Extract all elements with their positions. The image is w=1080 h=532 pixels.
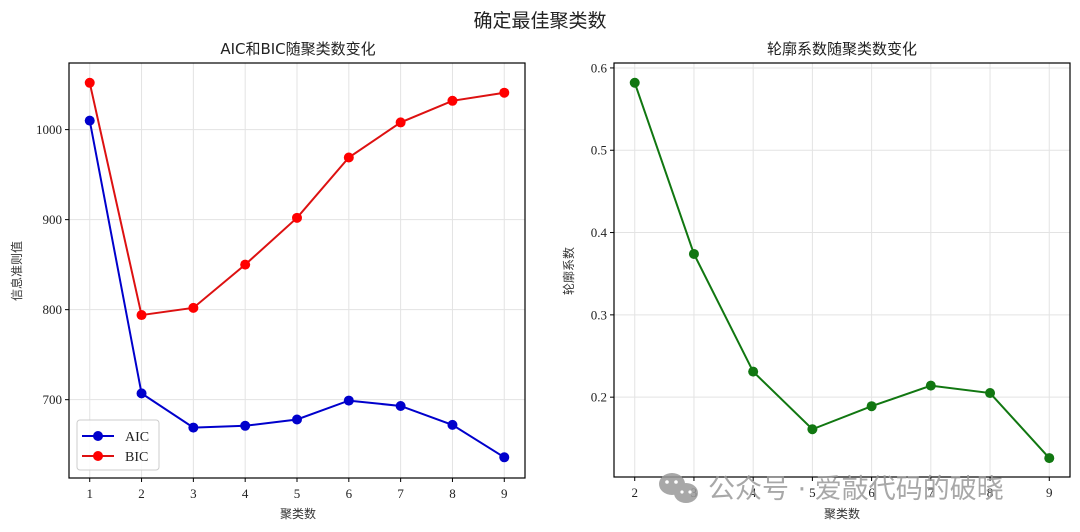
legend: AIC BIC: [76, 419, 160, 471]
x-tick-label: 6: [868, 485, 875, 500]
right-grid: [614, 63, 1070, 477]
x-tick-label: 8: [449, 486, 456, 501]
legend-aic-marker-icon: [93, 431, 103, 441]
right-x-axis-label: 聚类数: [824, 506, 860, 521]
x-tick-label: 5: [809, 485, 816, 500]
right-chart-title: 轮廓系数随聚类数变化: [767, 40, 917, 58]
right-y-axis-label: 轮廓系数: [561, 247, 576, 295]
x-tick-label: 9: [1046, 485, 1053, 500]
x-tick-label: 4: [750, 485, 757, 500]
data-point: [395, 117, 406, 128]
data-point: [807, 424, 818, 435]
watermark-text: 公众号 · 爱敲代码的破晓: [708, 474, 1004, 505]
data-point: [447, 419, 458, 430]
y-tick-label: 800: [43, 302, 63, 317]
data-point: [1044, 453, 1055, 464]
data-point: [188, 302, 199, 313]
x-tick-label: 7: [397, 486, 404, 501]
x-tick-label: 3: [190, 486, 197, 501]
watermark: 公众号 · 爱敲代码的破晓: [659, 473, 1004, 505]
x-tick-label: 8: [987, 485, 994, 500]
left-chart-title: AIC和BIC随聚类数变化: [220, 40, 375, 58]
data-point: [292, 414, 302, 425]
data-point: [985, 388, 996, 399]
x-tick-label: 2: [138, 486, 145, 501]
data-point: [499, 452, 510, 463]
x-tick-label: 9: [501, 486, 508, 501]
data-point: [136, 388, 147, 399]
silhouette-chart: 轮廓系数随聚类数变化 234567890.20.30.40.50.6 聚类数 轮…: [561, 40, 1071, 521]
y-tick-label: 0.5: [591, 143, 607, 158]
data-point: [688, 248, 699, 259]
y-tick-label: 0.2: [591, 390, 607, 405]
legend-bic-label: BIC: [125, 450, 148, 465]
data-point: [240, 259, 251, 270]
y-tick-label: 0.3: [591, 307, 607, 322]
x-tick-label: 7: [928, 485, 935, 500]
left-y-axis-label: 信息准则值: [9, 241, 24, 301]
left-ticks: 1 2 3 4 5 6 7 8 9 700 800 900 1000: [36, 122, 508, 501]
x-tick-label: 6: [346, 486, 353, 501]
right-ticks: 234567890.20.30.40.50.6: [591, 60, 1053, 500]
x-tick-label: 4: [242, 486, 249, 501]
left-grid: [69, 63, 525, 478]
aic-bic-chart: AIC和BIC随聚类数变化 1 2 3 4 5 6 7 8 9 700 800 900 1000 聚类数…: [9, 40, 526, 521]
left-series: [84, 77, 510, 463]
data-point: [240, 420, 251, 431]
right-plot-frame: [613, 62, 1071, 478]
wechat-icon: [659, 473, 698, 503]
legend-bic-marker-icon: [93, 451, 103, 461]
data-point: [136, 310, 147, 321]
data-point: [629, 77, 640, 88]
right-series: [629, 77, 1055, 464]
left-x-axis-label: 聚类数: [280, 506, 316, 521]
y-tick-label: 0.4: [591, 225, 608, 240]
data-point: [866, 401, 877, 412]
series-line-轮廓系数: [633, 82, 1051, 459]
data-point: [447, 95, 458, 106]
y-tick-label: 1000: [36, 122, 62, 137]
data-point: [748, 366, 759, 377]
x-tick-label: 2: [631, 485, 638, 500]
legend-aic-label: AIC: [125, 430, 149, 445]
data-point: [84, 115, 95, 126]
x-tick-label: 5: [294, 486, 301, 501]
data-point: [343, 152, 354, 163]
data-point: [499, 87, 510, 98]
figure-suptitle: 确定最佳聚类数: [473, 10, 607, 32]
y-tick-label: 900: [43, 212, 63, 227]
data-point: [925, 380, 936, 391]
x-tick-label: 1: [86, 486, 93, 501]
data-point: [84, 77, 95, 88]
y-tick-label: 700: [43, 392, 63, 407]
y-tick-label: 0.6: [591, 60, 608, 75]
data-point: [188, 422, 199, 433]
data-point: [292, 212, 302, 223]
data-point: [343, 395, 354, 406]
data-point: [395, 400, 406, 411]
